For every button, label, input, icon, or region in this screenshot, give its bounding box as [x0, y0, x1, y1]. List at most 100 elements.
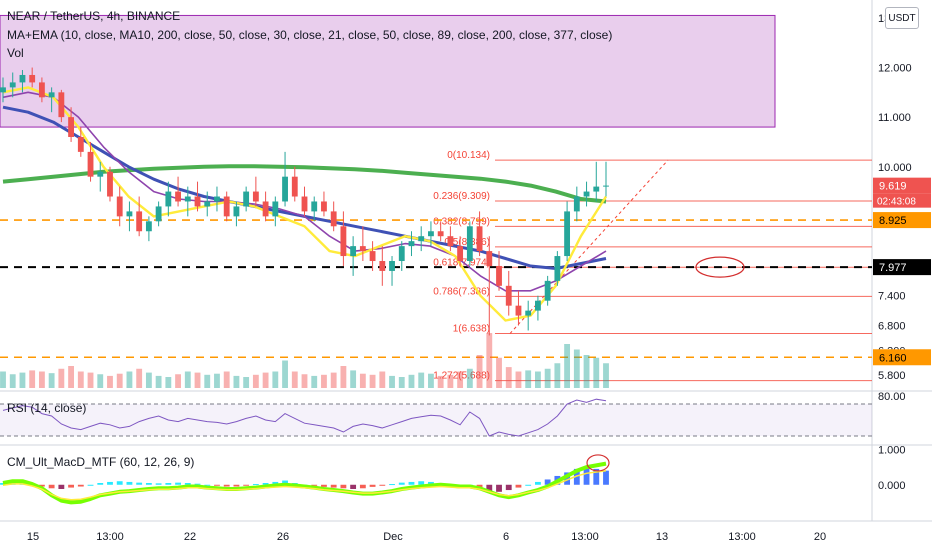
candle-body	[389, 261, 395, 271]
volume-bar	[48, 373, 55, 388]
macd-histogram-bar	[535, 481, 541, 485]
candle-body	[29, 74, 36, 83]
volume-legend[interactable]: Vol	[7, 46, 24, 60]
macd-histogram-bar	[593, 468, 600, 485]
macd-histogram-bar	[573, 468, 580, 485]
volume-bar	[457, 371, 464, 388]
volume-bar	[428, 373, 434, 388]
candle-body	[233, 206, 240, 217]
candle-body	[428, 231, 434, 237]
candle-body	[398, 246, 405, 262]
time-tick-label: 13:00	[96, 531, 124, 543]
rsi-band	[0, 404, 872, 436]
volume-bar	[408, 374, 415, 388]
volume-bar	[447, 374, 454, 388]
rsi-tick-label: 80.00	[878, 391, 906, 403]
countdown-badge-bg	[873, 193, 931, 208]
last-price-badge: 9.619	[879, 181, 907, 193]
macd-signal-line	[2, 469, 607, 501]
macd-histogram-bar	[48, 484, 55, 489]
volume-bar	[603, 363, 609, 388]
candle-body	[515, 305, 522, 316]
indicator-legend[interactable]: MA+EMA (10, close, MA10, 200, close, 50,…	[7, 28, 613, 42]
macd-histogram-bar	[145, 483, 152, 485]
volume-bar	[243, 377, 250, 388]
price-tick-label: 5.800	[878, 370, 906, 382]
volume-bar	[389, 375, 395, 388]
rsi-line	[2, 398, 607, 437]
volume-bar	[223, 371, 230, 388]
macd-histogram-bar	[38, 484, 45, 487]
volume-bar	[107, 375, 113, 388]
time-tick-label: 20	[814, 531, 826, 543]
candle-body	[301, 196, 308, 212]
volume-bar	[68, 366, 74, 388]
macd-histogram-bar	[321, 484, 327, 487]
rsi-legend[interactable]: RSI (14, close)	[7, 401, 87, 415]
fib-level-label: 0.786(7.386)	[433, 286, 490, 297]
macd-histogram-bar	[330, 484, 337, 488]
price-tick-label: 12.000	[878, 63, 912, 75]
volume-bar	[175, 374, 181, 388]
candle-body	[369, 251, 376, 262]
macd-histogram-bar	[243, 484, 250, 486]
macd-histogram-bar	[0, 483, 6, 485]
macd-histogram-bar	[603, 470, 609, 485]
candle-body	[126, 211, 133, 217]
macd-histogram-bar	[194, 483, 201, 485]
volume-bar	[311, 375, 318, 388]
macd-histogram-bar	[58, 484, 65, 489]
macd-annotation-circle	[586, 454, 610, 472]
macd-histogram-bar	[184, 483, 191, 485]
annotation-circle	[695, 256, 745, 278]
level-badge: 8.925	[879, 215, 907, 227]
volume-bar	[554, 363, 561, 388]
volume-bar	[330, 372, 337, 388]
candle-body	[291, 176, 298, 197]
candle-body	[9, 82, 16, 88]
candle-body	[184, 196, 191, 202]
volume-bar	[369, 374, 376, 388]
macd-histogram-bar	[476, 484, 483, 488]
candle-body	[214, 196, 220, 202]
volume-bar	[466, 368, 473, 388]
macd-histogram-bar	[136, 482, 143, 485]
macd-legend[interactable]: CM_Ult_MacD_MTF (60, 12, 26, 9)	[7, 455, 195, 469]
level-badge-bg	[873, 212, 931, 229]
level-badge-bg	[873, 259, 931, 276]
volume-bar	[9, 374, 16, 388]
candle-body	[0, 87, 6, 93]
candle-body	[145, 221, 152, 232]
candle-body	[447, 236, 454, 247]
macd-histogram-bar	[68, 484, 74, 488]
volume-bar	[145, 372, 152, 388]
macd-histogram-bar	[496, 484, 502, 492]
candle-body	[418, 236, 425, 242]
volume-bar	[97, 374, 104, 388]
candle-body	[359, 246, 366, 252]
volume-bar	[233, 375, 240, 388]
candle-body	[535, 300, 541, 311]
volume-bar	[87, 372, 94, 388]
volume-bar	[116, 373, 123, 388]
volume-bar	[321, 374, 327, 388]
macd-histogram-bar	[262, 483, 269, 485]
volume-bar	[252, 374, 259, 388]
macd-histogram-bar	[505, 484, 512, 491]
candle-body	[457, 246, 464, 262]
volume-bar	[350, 370, 357, 388]
candle-body	[408, 241, 415, 247]
candle-body	[554, 256, 561, 281]
macd-histogram-bar	[107, 481, 113, 485]
volume-bar	[564, 344, 571, 388]
volume-bar	[126, 371, 133, 388]
candle-body	[583, 191, 590, 197]
candle-body	[262, 201, 269, 217]
candle-body	[505, 285, 512, 306]
currency-button[interactable]: USDT	[885, 7, 919, 29]
fib-level-label: 1(6.638)	[453, 324, 490, 335]
time-tick-label: 26	[277, 531, 289, 543]
macd-histogram-bar	[311, 484, 318, 486]
macd-histogram-bar	[544, 479, 551, 485]
